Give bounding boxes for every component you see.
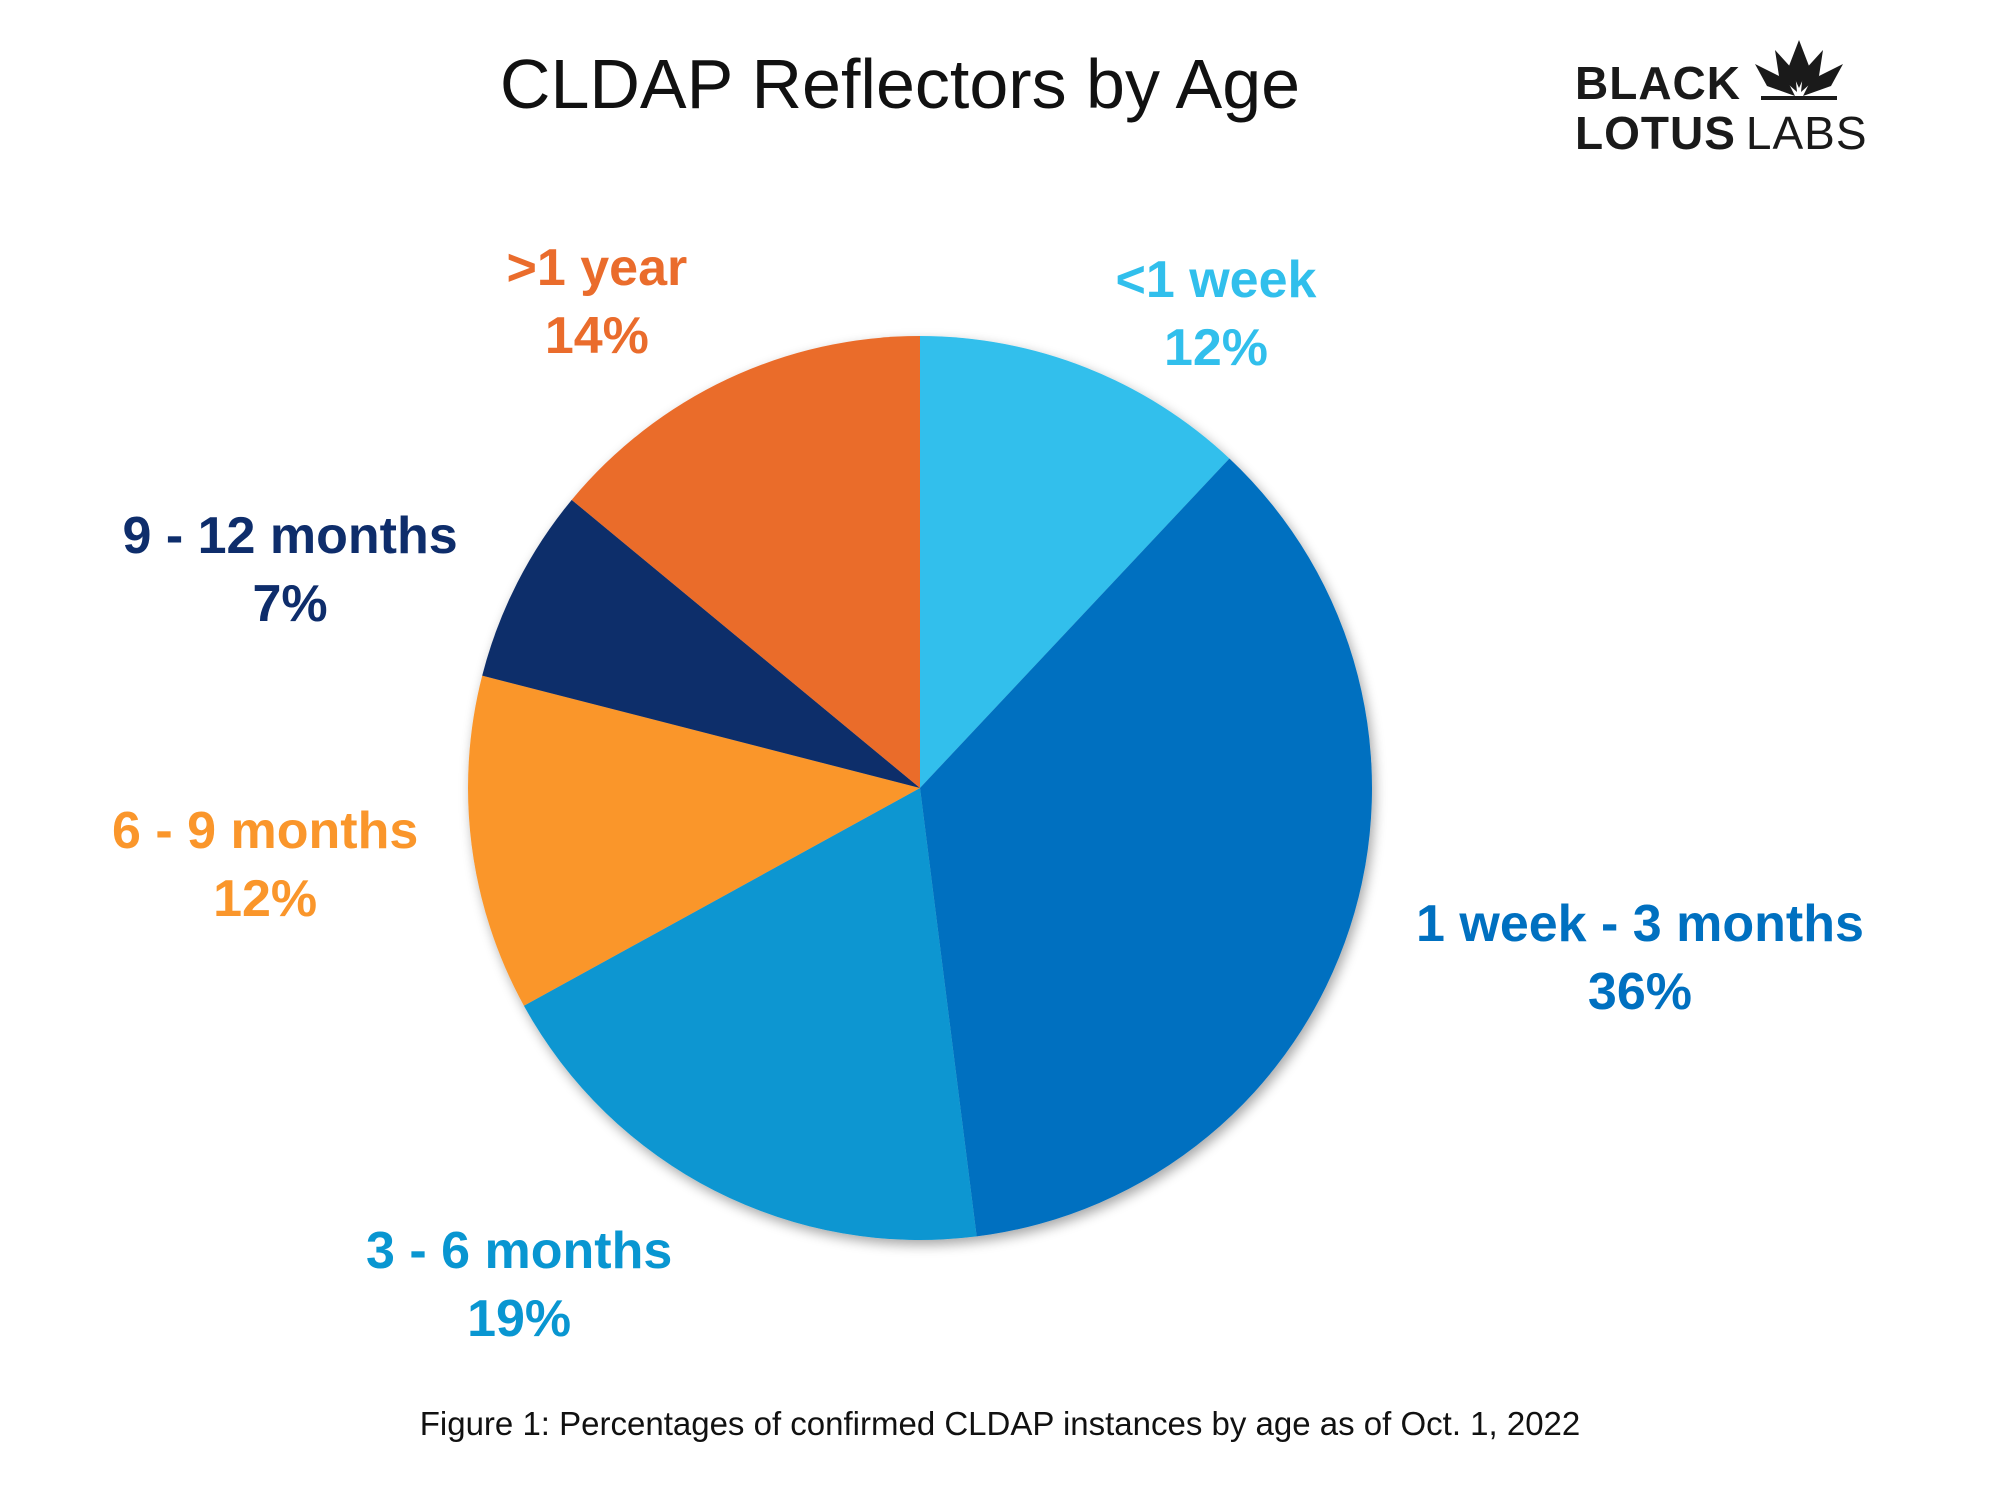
slice-label-name-2: 3 - 6 months [366, 1222, 673, 1280]
slice-label-value-2: 19% [467, 1290, 572, 1348]
logo-line2: LOTUS LABS [1575, 106, 1868, 160]
slice-label-2: 3 - 6 months 19% [366, 1217, 672, 1353]
slice-label-name-1: 1 week - 3 months [1416, 895, 1864, 953]
figure-caption: Figure 1: Percentages of confirmed CLDAP… [419, 1405, 1581, 1442]
pie-slice-3 [468, 675, 920, 1006]
slice-label-name-0: <1 week [1115, 251, 1317, 309]
slice-label-value-3: 12% [213, 870, 318, 928]
slice-label-3: 6 - 9 months 12% [112, 797, 418, 933]
slice-label-4: 9 - 12 months 7% [123, 502, 458, 638]
pie-slice-2 [523, 788, 977, 1240]
logo-line1: BLACK [1575, 57, 1741, 109]
slice-label-name-5: >1 year [506, 239, 688, 297]
slice-label-value-4: 7% [252, 575, 328, 633]
slice-label-name-3: 6 - 9 months [112, 802, 419, 860]
black-lotus-labs-logo: BLACK LOTUS LABS [1575, 36, 1875, 166]
logo-labs-text: LABS [1745, 107, 1868, 159]
slice-label-0: <1 week 12% [1116, 246, 1317, 382]
slice-label-value-0: 12% [1163, 319, 1269, 377]
slice-label-5: >1 year 14% [507, 234, 688, 370]
slice-label-1: 1 week - 3 months 36% [1416, 890, 1864, 1026]
slice-label-name-4: 9 - 12 months [122, 507, 458, 565]
slice-label-value-5: 14% [544, 307, 649, 365]
pie-slice-5 [571, 336, 920, 788]
pie-slice-1 [920, 458, 1372, 1237]
logo-lotus-text: LOTUS [1575, 107, 1736, 159]
chart-title: CLDAP Reflectors by Age [499, 45, 1301, 123]
slice-label-value-1: 36% [1587, 963, 1692, 1021]
lotus-flower-icon [1755, 40, 1843, 100]
pie-slice-0 [920, 336, 1230, 788]
pie-slice-4 [482, 499, 920, 788]
